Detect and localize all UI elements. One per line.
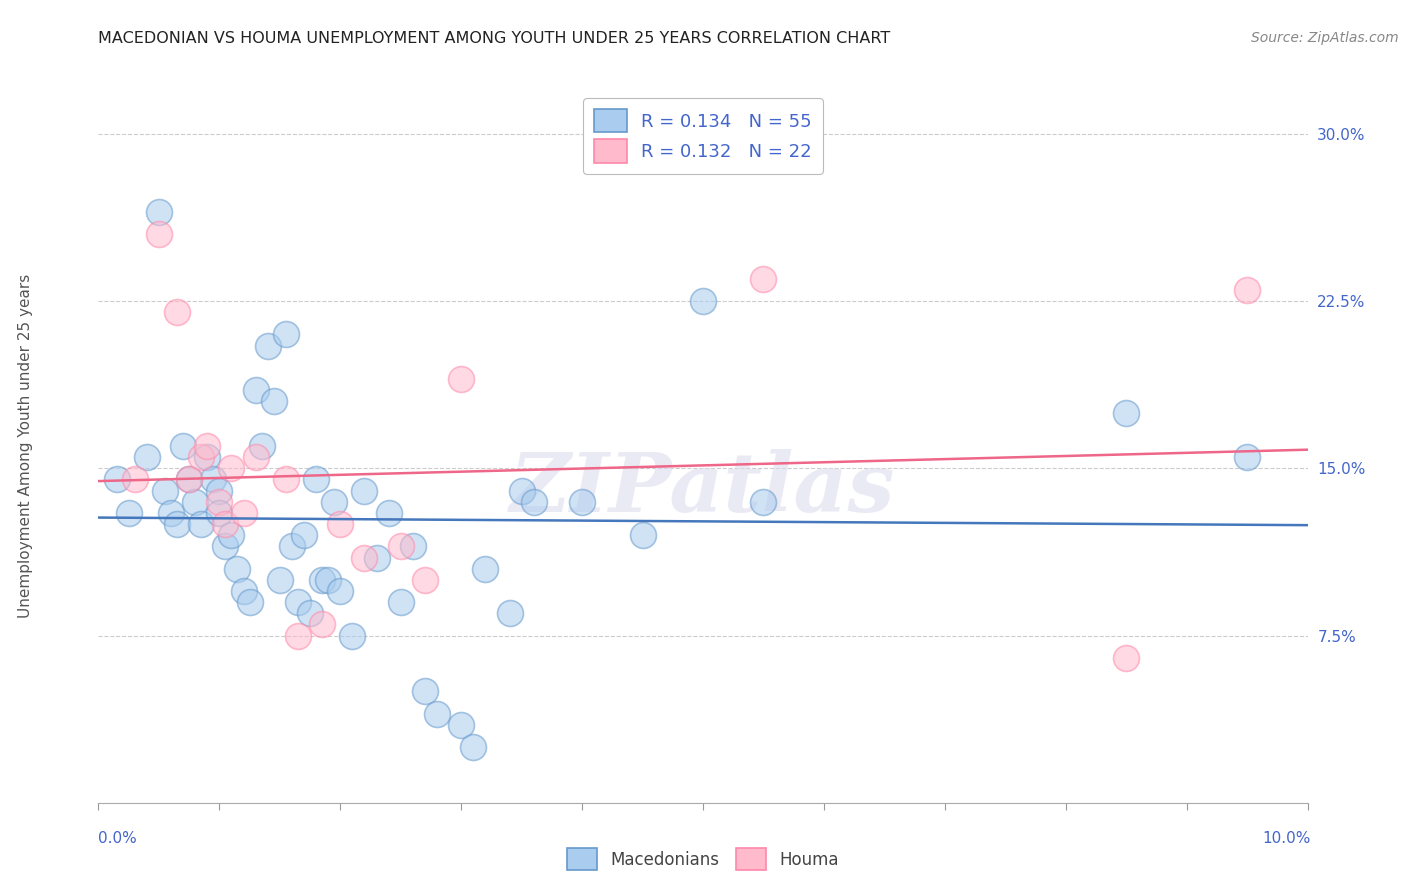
Point	[135, 450, 157, 464]
Point	[105, 473, 128, 487]
Point	[463, 740, 485, 755]
Point	[208, 483, 231, 498]
Point	[166, 517, 188, 532]
Point	[299, 607, 322, 621]
Point	[263, 394, 285, 409]
Point	[377, 506, 399, 520]
Point	[281, 539, 304, 553]
Point	[498, 607, 520, 621]
Point	[402, 539, 425, 553]
Point	[232, 583, 254, 598]
Point	[474, 562, 496, 576]
Point	[366, 550, 388, 565]
Point	[323, 494, 346, 508]
Point	[292, 528, 315, 542]
Point	[342, 628, 364, 642]
Point	[329, 517, 352, 532]
Point	[450, 372, 472, 386]
Point	[232, 506, 254, 520]
Point	[1115, 651, 1137, 665]
Point	[287, 595, 309, 609]
Text: ZIPatlas: ZIPatlas	[510, 449, 896, 529]
Point	[124, 473, 146, 487]
Point	[752, 271, 775, 285]
Point	[692, 293, 714, 308]
Point	[202, 473, 225, 487]
Point	[353, 483, 375, 498]
Point	[179, 473, 201, 487]
Text: Source: ZipAtlas.com: Source: ZipAtlas.com	[1251, 31, 1399, 45]
Point	[269, 573, 291, 587]
Point	[190, 450, 212, 464]
Point	[311, 573, 333, 587]
Text: Unemployment Among Youth under 25 years: Unemployment Among Youth under 25 years	[18, 274, 32, 618]
Point	[1236, 283, 1258, 297]
Point	[221, 528, 243, 542]
Point	[523, 494, 546, 508]
Point	[166, 305, 188, 319]
Point	[221, 461, 243, 475]
Point	[631, 528, 654, 542]
Point	[195, 439, 218, 453]
Point	[450, 717, 472, 731]
Point	[1115, 405, 1137, 420]
Point	[179, 473, 201, 487]
Point	[245, 384, 267, 398]
Point	[153, 483, 176, 498]
Point	[752, 494, 775, 508]
Point	[274, 327, 297, 342]
Point	[226, 562, 249, 576]
Point	[208, 506, 231, 520]
Point	[316, 573, 339, 587]
Point	[190, 517, 212, 532]
Point	[148, 204, 170, 219]
Point	[510, 483, 533, 498]
Point	[172, 439, 194, 453]
Text: MACEDONIAN VS HOUMA UNEMPLOYMENT AMONG YOUTH UNDER 25 YEARS CORRELATION CHART: MACEDONIAN VS HOUMA UNEMPLOYMENT AMONG Y…	[98, 31, 890, 46]
Point	[305, 473, 328, 487]
Point	[413, 684, 436, 698]
Point	[1236, 450, 1258, 464]
Point	[214, 517, 236, 532]
Point	[184, 494, 207, 508]
Point	[214, 539, 236, 553]
Point	[239, 595, 262, 609]
Point	[571, 494, 593, 508]
Point	[426, 706, 449, 721]
Text: 10.0%: 10.0%	[1263, 831, 1310, 846]
Point	[413, 573, 436, 587]
Point	[329, 583, 352, 598]
Point	[160, 506, 183, 520]
Point	[389, 595, 412, 609]
Point	[195, 450, 218, 464]
Point	[256, 338, 278, 352]
Point	[389, 539, 412, 553]
Point	[250, 439, 273, 453]
Point	[311, 617, 333, 632]
Point	[208, 494, 231, 508]
Point	[148, 227, 170, 241]
Point	[118, 506, 141, 520]
Point	[274, 473, 297, 487]
Text: 0.0%: 0.0%	[98, 831, 138, 846]
Legend: Macedonians, Houma: Macedonians, Houma	[561, 842, 845, 877]
Point	[287, 628, 309, 642]
Point	[245, 450, 267, 464]
Point	[353, 550, 375, 565]
